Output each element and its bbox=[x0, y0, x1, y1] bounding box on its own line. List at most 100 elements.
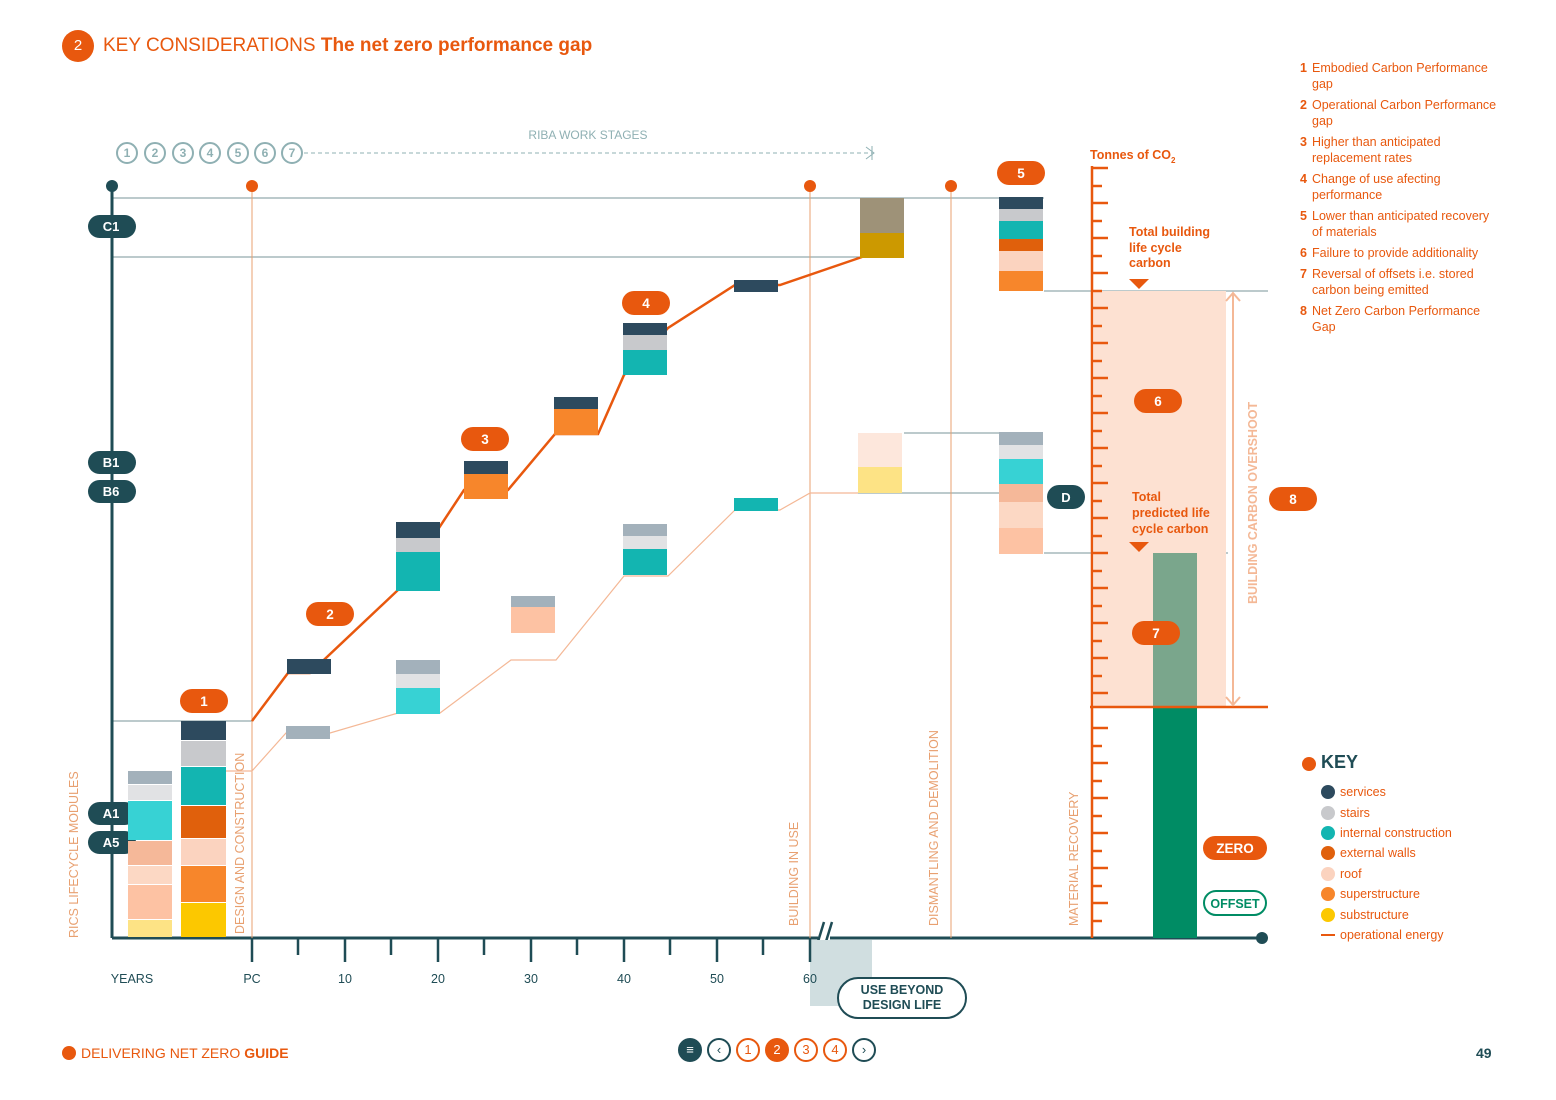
riba-stages bbox=[116, 142, 303, 164]
module-b1: B1 bbox=[103, 455, 120, 470]
predicted-step-blocks bbox=[286, 433, 902, 739]
section-number-badge: 2 bbox=[62, 30, 94, 62]
gap-marker-1: 1 bbox=[200, 694, 208, 709]
offset-badge bbox=[1203, 890, 1267, 916]
key-item: services bbox=[1321, 782, 1452, 802]
key-item: roof bbox=[1321, 864, 1452, 884]
key-item: operational energy bbox=[1321, 925, 1452, 945]
key-dot bbox=[1302, 757, 1316, 771]
riba-stage-3: 3 bbox=[180, 146, 187, 160]
section-label: KEY CONSIDERATIONS bbox=[103, 35, 316, 56]
use-beyond-badge bbox=[837, 977, 967, 1019]
nav-page-3[interactable]: 3 bbox=[794, 1038, 818, 1062]
module-b6: B6 bbox=[103, 484, 120, 499]
gap-marker-6: 6 bbox=[1154, 394, 1162, 409]
prev-page-icon[interactable]: ‹ bbox=[707, 1038, 731, 1062]
next-page-icon[interactable]: › bbox=[852, 1038, 876, 1062]
actual-initial-stack bbox=[181, 721, 226, 937]
riba-arrow-head bbox=[865, 146, 875, 160]
key-item: internal construction bbox=[1321, 823, 1452, 843]
gap-item: 4 Change of use afecting performance bbox=[1300, 172, 1441, 202]
gap-marker-4: 4 bbox=[642, 296, 650, 311]
x-axis-label: YEARS bbox=[111, 972, 153, 986]
phase-lines bbox=[251, 186, 952, 938]
d-badge bbox=[1047, 485, 1085, 509]
roof-swatch bbox=[1321, 866, 1335, 881]
x-tick-label: 50 bbox=[710, 972, 724, 986]
riba-stage-5: 5 bbox=[235, 146, 242, 160]
x-tick-label: 20 bbox=[431, 972, 445, 986]
stairs-swatch bbox=[1321, 805, 1335, 820]
riba-stage-7: 7 bbox=[289, 146, 296, 160]
module-a5: A5 bbox=[103, 835, 120, 850]
svg-text:Total: Total bbox=[1132, 490, 1161, 504]
svg-text:life cycle: life cycle bbox=[1129, 241, 1182, 255]
svg-text:Total building: Total building bbox=[1129, 225, 1210, 239]
page-title: KEY CONSIDERATIONS The net zero performa… bbox=[103, 35, 592, 57]
key-legend: services stairs internal construction ex… bbox=[1321, 782, 1452, 945]
module-c1: C1 bbox=[103, 219, 120, 234]
x-tick-label: 40 bbox=[617, 972, 631, 986]
actual-carbon-line bbox=[251, 255, 863, 722]
gap-item: 2 Operational Carbon Performance gap bbox=[1300, 98, 1497, 128]
zero-label: ZERO bbox=[1216, 841, 1254, 856]
riba-stage-4: 4 bbox=[207, 146, 214, 160]
gap-marker-5: 5 bbox=[1017, 166, 1025, 181]
total-predicted-marker bbox=[1129, 542, 1149, 552]
svg-text:predicted life: predicted life bbox=[1132, 506, 1210, 520]
offset-bar bbox=[1153, 707, 1197, 938]
recovery-predicted-stack bbox=[999, 432, 1043, 554]
x-ticks bbox=[250, 938, 812, 962]
gap-item: 1 Embodied Carbon Performance gap bbox=[1300, 61, 1488, 91]
riba-stage-1: 1 bbox=[124, 146, 131, 160]
total-predicted-label: Total predicted life cycle carbon bbox=[1132, 490, 1210, 536]
gap-item: 3 Higher than anticipated replacement rat… bbox=[1300, 135, 1441, 165]
use-beyond-label-1: USE BEYOND bbox=[861, 983, 944, 997]
gap-markers bbox=[180, 161, 1317, 713]
y-axis-label: RICS LIFECYCLE MODULES bbox=[67, 771, 81, 938]
gap-marker-8: 8 bbox=[1289, 492, 1297, 507]
x-tick-label: 10 bbox=[338, 972, 352, 986]
operational-energy-swatch bbox=[1321, 933, 1335, 936]
gap-item: 5 Lower than anticipated recovery of mate… bbox=[1300, 209, 1490, 239]
overshoot-label: BUILDING CARBON OVERSHOOT bbox=[1246, 402, 1260, 604]
key-item: stairs bbox=[1321, 802, 1452, 822]
footer-dot-icon bbox=[62, 1046, 76, 1060]
module-badges bbox=[88, 215, 136, 854]
gaps-legend: 1 Embodied Carbon Performance gap 2 Operat… bbox=[1300, 60, 1500, 340]
phase-dismantling: DISMANTLING AND DEMOLITION bbox=[927, 730, 941, 926]
key-item: superstructure bbox=[1321, 884, 1452, 904]
gap-item: 7 Reversal of offsets i.e. stored carbon … bbox=[1300, 267, 1474, 297]
gap-marker-3: 3 bbox=[481, 432, 489, 447]
nav-page-4[interactable]: 4 bbox=[823, 1038, 847, 1062]
svg-text:carbon: carbon bbox=[1129, 256, 1171, 270]
svg-text:cycle carbon: cycle carbon bbox=[1132, 522, 1208, 536]
phase-building-in-use: BUILDING IN USE bbox=[787, 822, 801, 926]
module-a1: A1 bbox=[103, 806, 120, 821]
x-tick-label: PC bbox=[243, 972, 260, 986]
footer-title: DELIVERING NET ZERO GUIDE bbox=[62, 1045, 289, 1061]
riba-label: RIBA WORK STAGES bbox=[528, 128, 647, 142]
total-building-label: Total building life cycle carbon bbox=[1129, 225, 1210, 270]
recovery-actual-stack bbox=[999, 197, 1043, 291]
page-navigation: ≡ ‹ 1 2 3 4 › bbox=[678, 1038, 876, 1062]
x-tick-label: 60 bbox=[803, 972, 817, 986]
services-swatch bbox=[1321, 785, 1335, 800]
gap-item: 8 Net Zero Carbon Performance Gap bbox=[1300, 304, 1481, 334]
key-item: substructure bbox=[1321, 904, 1452, 924]
nav-page-2[interactable]: 2 bbox=[765, 1038, 789, 1062]
d-label: D bbox=[1061, 490, 1070, 505]
nav-page-1[interactable]: 1 bbox=[736, 1038, 760, 1062]
gap-item: 6 Failure to provide additionality bbox=[1300, 246, 1479, 260]
external-walls-swatch bbox=[1321, 846, 1335, 861]
tonnes-label: Tonnes of CO2 bbox=[1090, 148, 1176, 165]
zero-badge bbox=[1203, 836, 1267, 860]
riba-stage-2: 2 bbox=[152, 146, 159, 160]
gap-marker-2: 2 bbox=[326, 607, 334, 622]
phase-material-recovery: MATERIAL RECOVERY bbox=[1067, 791, 1081, 926]
title-bold: The net zero performance gap bbox=[320, 35, 593, 56]
phase-design-construction: DESIGN AND CONSTRUCTION bbox=[233, 753, 247, 934]
total-building-marker bbox=[1129, 279, 1149, 289]
menu-icon[interactable]: ≡ bbox=[678, 1038, 702, 1062]
